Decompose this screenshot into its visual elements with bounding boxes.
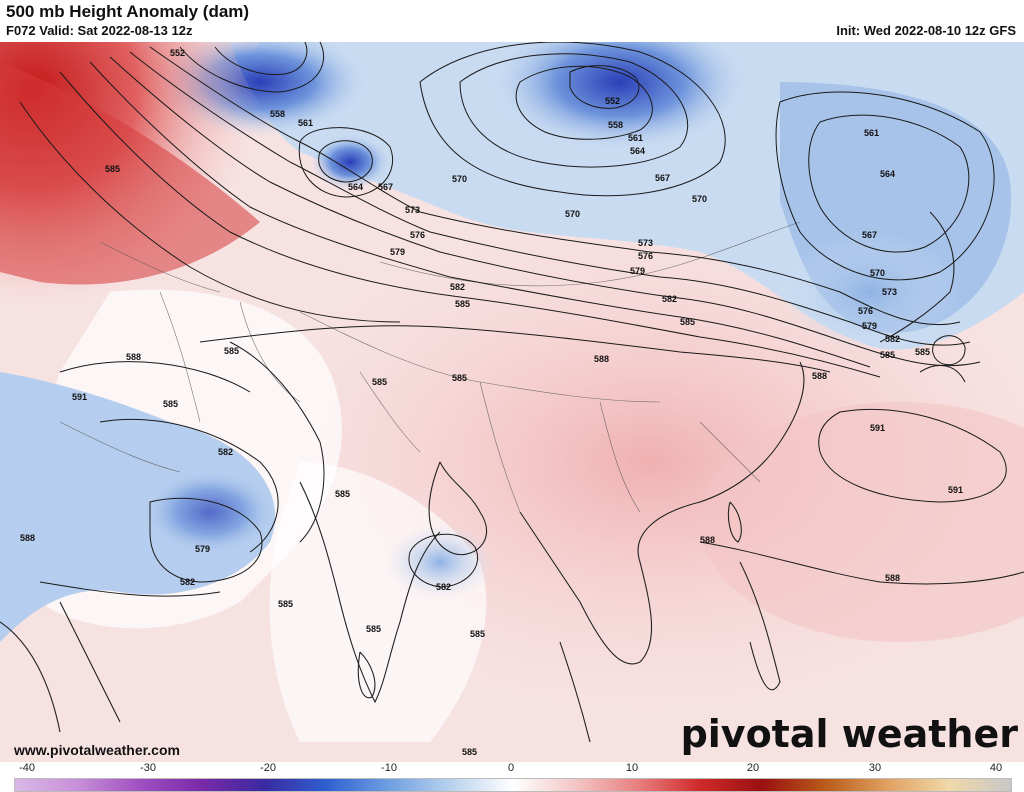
contour-label: 588 <box>885 573 900 583</box>
contour-label: 588 <box>126 352 141 362</box>
contour-label: 588 <box>20 533 35 543</box>
contour-label: 567 <box>862 230 877 240</box>
borders <box>59 221 801 513</box>
contour-label: 585 <box>366 624 381 634</box>
contour-label: 585 <box>335 489 350 499</box>
valid-time: F072 Valid: Sat 2022-08-13 12z <box>6 23 193 38</box>
contour-label: 576 <box>638 251 653 261</box>
contour-label: 561 <box>864 128 879 138</box>
map-svg: 552 558 561 564 567 570 573 576 579 582 … <box>0 42 1024 762</box>
negative-anomaly-iran <box>140 467 280 557</box>
contour-label: 591 <box>72 392 87 402</box>
contour-label: 558 <box>270 109 285 119</box>
header: 500 mb Height Anomaly (dam) F072 Valid: … <box>0 0 1024 42</box>
contour-label: 567 <box>655 173 670 183</box>
contour-label: 573 <box>882 287 897 297</box>
contour-label: 591 <box>948 485 963 495</box>
colorbar-tick: -40 <box>19 762 35 774</box>
negative-anomaly-arabia <box>0 372 276 642</box>
contour-label: 579 <box>862 321 877 331</box>
colorbar-tick: 10 <box>625 762 639 774</box>
contour-label: 567 <box>378 182 393 192</box>
contour-label: 591 <box>870 423 885 433</box>
contour-label: 579 <box>390 247 405 257</box>
contour-label: 564 <box>630 146 645 156</box>
contour-label: 582 <box>662 294 677 304</box>
source-url: www.pivotalweather.com <box>14 742 180 758</box>
contour-label: 585 <box>470 629 485 639</box>
contour-label: 558 <box>608 120 623 130</box>
colorbar-tick: 30 <box>868 762 882 774</box>
colorbar <box>14 778 1012 792</box>
contour-label: 573 <box>405 205 420 215</box>
contour-label: 585 <box>680 317 695 327</box>
colorbar-tick: -20 <box>260 762 276 774</box>
map-title: 500 mb Height Anomaly (dam) <box>6 2 250 21</box>
negative-anomaly-korea <box>780 232 960 352</box>
contour-label: 588 <box>812 371 827 381</box>
contour-label: 576 <box>410 230 425 240</box>
colorbar-ticks: -40 -30 -20 -10 0 10 20 30 40 <box>0 762 1024 776</box>
contour-label: 585 <box>105 164 120 174</box>
contour-label: 585 <box>372 377 387 387</box>
init-time: Init: Wed 2022-08-10 12z GFS <box>836 23 1016 38</box>
contour-label: 585 <box>915 347 930 357</box>
contour-label: 552 <box>605 96 620 106</box>
contour-label: 588 <box>700 535 715 545</box>
contour-label: 552 <box>170 48 185 58</box>
contour-label: 582 <box>436 582 451 592</box>
colorbar-tick: -30 <box>140 762 156 774</box>
contour-label: 582 <box>450 282 465 292</box>
positive-anomaly-pacific <box>700 402 1024 642</box>
contour-labels: 552 558 561 564 567 570 573 576 579 582 … <box>20 48 963 757</box>
contour-label: 585 <box>452 373 467 383</box>
contour-label: 579 <box>630 266 645 276</box>
contour-label: 561 <box>628 133 643 143</box>
negative-anomaly-bay-of-bengal <box>385 524 495 600</box>
contour-label: 561 <box>298 118 313 128</box>
contour-label: 576 <box>858 306 873 316</box>
contour-label: 570 <box>565 209 580 219</box>
colorbar-tick: 40 <box>989 762 1003 774</box>
contour-label: 582 <box>180 577 195 587</box>
strong-positive-anomaly <box>0 62 260 285</box>
contour-label: 585 <box>278 599 293 609</box>
contour-label: 585 <box>462 747 477 757</box>
low-center-mongolia <box>490 42 750 152</box>
contour-label: 570 <box>870 268 885 278</box>
contour-label: 585 <box>224 346 239 356</box>
pivotal-weather-logo: pivotal weather <box>680 712 1018 756</box>
colorbar-tick: 20 <box>746 762 760 774</box>
contour-label: 582 <box>218 447 233 457</box>
contour-label: 573 <box>638 238 653 248</box>
contour-label: 585 <box>455 299 470 309</box>
contour-label: 585 <box>163 399 178 409</box>
contour-label: 582 <box>885 334 900 344</box>
height-contours <box>19 42 1024 597</box>
contour-label: 570 <box>452 174 467 184</box>
contour-label: 564 <box>348 182 363 192</box>
colorbar-tick: -10 <box>381 762 397 774</box>
contour-label: 585 <box>880 350 895 360</box>
small-low-center <box>310 134 390 190</box>
contour-label: 564 <box>880 169 895 179</box>
contour-label: 588 <box>594 354 609 364</box>
colorbar-tick: 0 <box>507 762 515 774</box>
contour-label: 570 <box>692 194 707 204</box>
map-canvas[interactable]: 552 558 561 564 567 570 573 576 579 582 … <box>0 42 1024 762</box>
contour-label: 579 <box>195 544 210 554</box>
